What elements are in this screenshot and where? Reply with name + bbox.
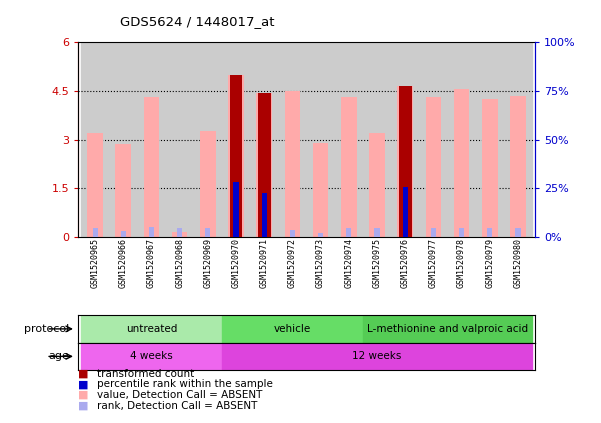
Text: protocol: protocol — [24, 324, 69, 334]
Bar — [510, 96, 526, 237]
Bar — [419, 42, 448, 237]
Text: 12 weeks: 12 weeks — [352, 352, 401, 361]
Bar — [172, 232, 188, 237]
Bar — [318, 233, 323, 237]
Bar — [363, 315, 532, 343]
Bar — [448, 42, 475, 237]
Text: vehicle: vehicle — [274, 324, 311, 334]
Bar — [397, 86, 413, 237]
Bar — [165, 42, 194, 237]
Bar — [391, 42, 419, 237]
Bar — [121, 231, 126, 237]
Bar — [222, 343, 532, 370]
Text: ■: ■ — [78, 401, 88, 411]
Bar — [504, 42, 532, 237]
Bar — [222, 315, 363, 343]
Bar — [307, 42, 335, 237]
Bar — [341, 97, 356, 237]
Text: L-methionine and valproic acid: L-methionine and valproic acid — [367, 324, 528, 334]
Bar — [228, 75, 244, 237]
Bar — [222, 42, 250, 237]
Bar — [81, 343, 222, 370]
Text: transformed count: transformed count — [97, 368, 195, 379]
Bar — [454, 89, 469, 237]
Bar — [230, 75, 242, 237]
Bar — [200, 132, 216, 237]
Text: ■: ■ — [78, 390, 88, 400]
Bar — [335, 42, 363, 237]
Bar — [363, 42, 391, 237]
Bar — [115, 145, 131, 237]
Bar — [206, 228, 210, 237]
Bar — [290, 230, 295, 237]
Bar — [431, 228, 436, 237]
Bar — [109, 42, 138, 237]
Bar — [194, 42, 222, 237]
Text: GDS5624 / 1448017_at: GDS5624 / 1448017_at — [120, 15, 275, 28]
Bar — [487, 228, 492, 237]
Bar — [285, 91, 300, 237]
Text: age: age — [48, 352, 69, 361]
Text: ■: ■ — [78, 368, 88, 379]
Bar — [426, 97, 441, 237]
Bar — [81, 315, 222, 343]
Bar — [258, 93, 270, 237]
Bar — [250, 42, 278, 237]
Bar — [144, 97, 159, 237]
Bar — [81, 42, 109, 237]
Bar — [374, 228, 380, 237]
Text: ■: ■ — [78, 379, 88, 389]
Bar — [177, 228, 182, 237]
Text: untreated: untreated — [126, 324, 177, 334]
Bar — [313, 143, 328, 237]
Bar — [482, 99, 498, 237]
Bar — [475, 42, 504, 237]
Bar — [403, 187, 407, 237]
Bar — [459, 228, 464, 237]
Text: rank, Detection Call = ABSENT: rank, Detection Call = ABSENT — [97, 401, 258, 411]
Bar — [87, 133, 103, 237]
Bar — [346, 228, 352, 237]
Bar — [149, 227, 154, 237]
Bar — [369, 133, 385, 237]
Bar — [233, 182, 239, 237]
Bar — [399, 86, 412, 237]
Bar — [261, 193, 267, 237]
Bar — [516, 228, 520, 237]
Bar — [278, 42, 307, 237]
Bar — [93, 228, 97, 237]
Text: 4 weeks: 4 weeks — [130, 352, 173, 361]
Bar — [138, 42, 165, 237]
Bar — [257, 93, 272, 237]
Text: percentile rank within the sample: percentile rank within the sample — [97, 379, 273, 389]
Text: value, Detection Call = ABSENT: value, Detection Call = ABSENT — [97, 390, 263, 400]
